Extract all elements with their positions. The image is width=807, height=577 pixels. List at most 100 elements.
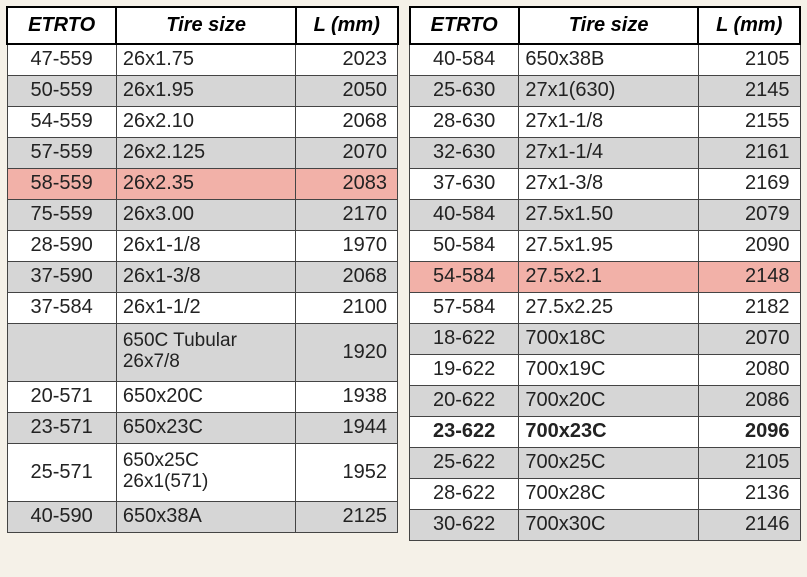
cell-etrto: 28-630 xyxy=(410,106,519,137)
cell-etrto: 57-559 xyxy=(7,137,116,168)
cell-lmm: 1944 xyxy=(296,412,398,443)
cell-etrto: 20-571 xyxy=(7,381,116,412)
cell-lmm: 2161 xyxy=(698,137,800,168)
cell-etrto: 28-622 xyxy=(410,478,519,509)
cell-size: 650x38B xyxy=(519,44,699,75)
cell-etrto: 25-571 xyxy=(7,443,116,501)
table-row: 23-622700x23C2096 xyxy=(410,416,801,447)
cell-lmm: 1970 xyxy=(296,230,398,261)
cell-size: 26x2.10 xyxy=(116,106,296,137)
table-row: 37-59026x1-3/82068 xyxy=(7,261,398,292)
cell-size: 650x20C xyxy=(116,381,296,412)
cell-size: 26x3.00 xyxy=(116,199,296,230)
cell-lmm: 1952 xyxy=(296,443,398,501)
cell-lmm: 2146 xyxy=(698,509,800,540)
cell-lmm: 2125 xyxy=(296,501,398,532)
cell-lmm: 2096 xyxy=(698,416,800,447)
cell-lmm: 2068 xyxy=(296,106,398,137)
header-size: Tire size xyxy=(519,7,699,44)
table-row: 40-590650x38A2125 xyxy=(7,501,398,532)
cell-etrto: 19-622 xyxy=(410,354,519,385)
cell-etrto: 50-559 xyxy=(7,75,116,106)
table-row: 23-571650x23C1944 xyxy=(7,412,398,443)
cell-lmm: 2070 xyxy=(698,323,800,354)
cell-lmm: 2079 xyxy=(698,199,800,230)
cell-size: 700x18C xyxy=(519,323,699,354)
table-row: 25-622700x25C2105 xyxy=(410,447,801,478)
header-lmm: L (mm) xyxy=(698,7,800,44)
cell-lmm: 1938 xyxy=(296,381,398,412)
cell-etrto: 54-584 xyxy=(410,261,519,292)
cell-lmm: 2136 xyxy=(698,478,800,509)
cell-etrto: 32-630 xyxy=(410,137,519,168)
cell-size: 26x2.125 xyxy=(116,137,296,168)
table-row: 50-58427.5x1.952090 xyxy=(410,230,801,261)
cell-size: 700x19C xyxy=(519,354,699,385)
cell-etrto: 30-622 xyxy=(410,509,519,540)
table-row: 37-58426x1-1/22100 xyxy=(7,292,398,323)
table-row: 54-55926x2.102068 xyxy=(7,106,398,137)
table-row: 30-622700x30C2146 xyxy=(410,509,801,540)
cell-etrto: 75-559 xyxy=(7,199,116,230)
cell-lmm: 2068 xyxy=(296,261,398,292)
table-row: 37-63027x1-3/82169 xyxy=(410,168,801,199)
cell-lmm: 2090 xyxy=(698,230,800,261)
cell-etrto: 20-622 xyxy=(410,385,519,416)
cell-size: 700x25C xyxy=(519,447,699,478)
cell-etrto: 57-584 xyxy=(410,292,519,323)
cell-lmm: 2080 xyxy=(698,354,800,385)
table-row: 650C Tubular26x7/81920 xyxy=(7,323,398,381)
cell-size: 27.5x2.25 xyxy=(519,292,699,323)
cell-size: 650x23C xyxy=(116,412,296,443)
table-row: 19-622700x19C2080 xyxy=(410,354,801,385)
cell-lmm: 2169 xyxy=(698,168,800,199)
table-row: 54-58427.5x2.12148 xyxy=(410,261,801,292)
cell-size: 700x30C xyxy=(519,509,699,540)
cell-etrto: 54-559 xyxy=(7,106,116,137)
header-etrto: ETRTO xyxy=(7,7,116,44)
table-row: 28-59026x1-1/81970 xyxy=(7,230,398,261)
table-row: 28-63027x1-1/82155 xyxy=(410,106,801,137)
cell-size: 27.5x1.50 xyxy=(519,199,699,230)
cell-size: 26x1.75 xyxy=(116,44,296,75)
tire-table-left: ETRTO Tire size L (mm) 47-55926x1.752023… xyxy=(6,6,399,533)
cell-lmm: 2083 xyxy=(296,168,398,199)
cell-etrto: 37-584 xyxy=(7,292,116,323)
cell-lmm: 2182 xyxy=(698,292,800,323)
cell-size: 27x1-1/4 xyxy=(519,137,699,168)
cell-size: 27.5x2.1 xyxy=(519,261,699,292)
cell-etrto: 50-584 xyxy=(410,230,519,261)
cell-lmm: 2145 xyxy=(698,75,800,106)
header-size: Tire size xyxy=(116,7,296,44)
cell-etrto: 40-584 xyxy=(410,199,519,230)
cell-size: 700x23C xyxy=(519,416,699,447)
cell-lmm: 2155 xyxy=(698,106,800,137)
cell-etrto: 40-584 xyxy=(410,44,519,75)
cell-size: 27x1-1/8 xyxy=(519,106,699,137)
cell-etrto xyxy=(7,323,116,381)
cell-etrto: 47-559 xyxy=(7,44,116,75)
header-row: ETRTO Tire size L (mm) xyxy=(410,7,801,44)
cell-etrto: 25-630 xyxy=(410,75,519,106)
cell-size: 26x1-1/2 xyxy=(116,292,296,323)
table-row: 57-58427.5x2.252182 xyxy=(410,292,801,323)
cell-etrto: 37-630 xyxy=(410,168,519,199)
cell-etrto: 25-622 xyxy=(410,447,519,478)
cell-etrto: 28-590 xyxy=(7,230,116,261)
right-table-wrap: ETRTO Tire size L (mm) 40-584650x38B2105… xyxy=(409,6,802,571)
cell-etrto: 37-590 xyxy=(7,261,116,292)
cell-size: 26x2.35 xyxy=(116,168,296,199)
table-row: 50-55926x1.952050 xyxy=(7,75,398,106)
table-row: 18-622700x18C2070 xyxy=(410,323,801,354)
cell-lmm: 2086 xyxy=(698,385,800,416)
table-row: 32-63027x1-1/42161 xyxy=(410,137,801,168)
left-table-wrap: ETRTO Tire size L (mm) 47-55926x1.752023… xyxy=(6,6,399,571)
table-row: 20-622700x20C2086 xyxy=(410,385,801,416)
tire-table-right: ETRTO Tire size L (mm) 40-584650x38B2105… xyxy=(409,6,802,541)
cell-size: 650x25C26x1(571) xyxy=(116,443,296,501)
table-row: 47-55926x1.752023 xyxy=(7,44,398,75)
cell-lmm: 2170 xyxy=(296,199,398,230)
cell-size: 27x1(630) xyxy=(519,75,699,106)
cell-etrto: 58-559 xyxy=(7,168,116,199)
cell-etrto: 23-622 xyxy=(410,416,519,447)
